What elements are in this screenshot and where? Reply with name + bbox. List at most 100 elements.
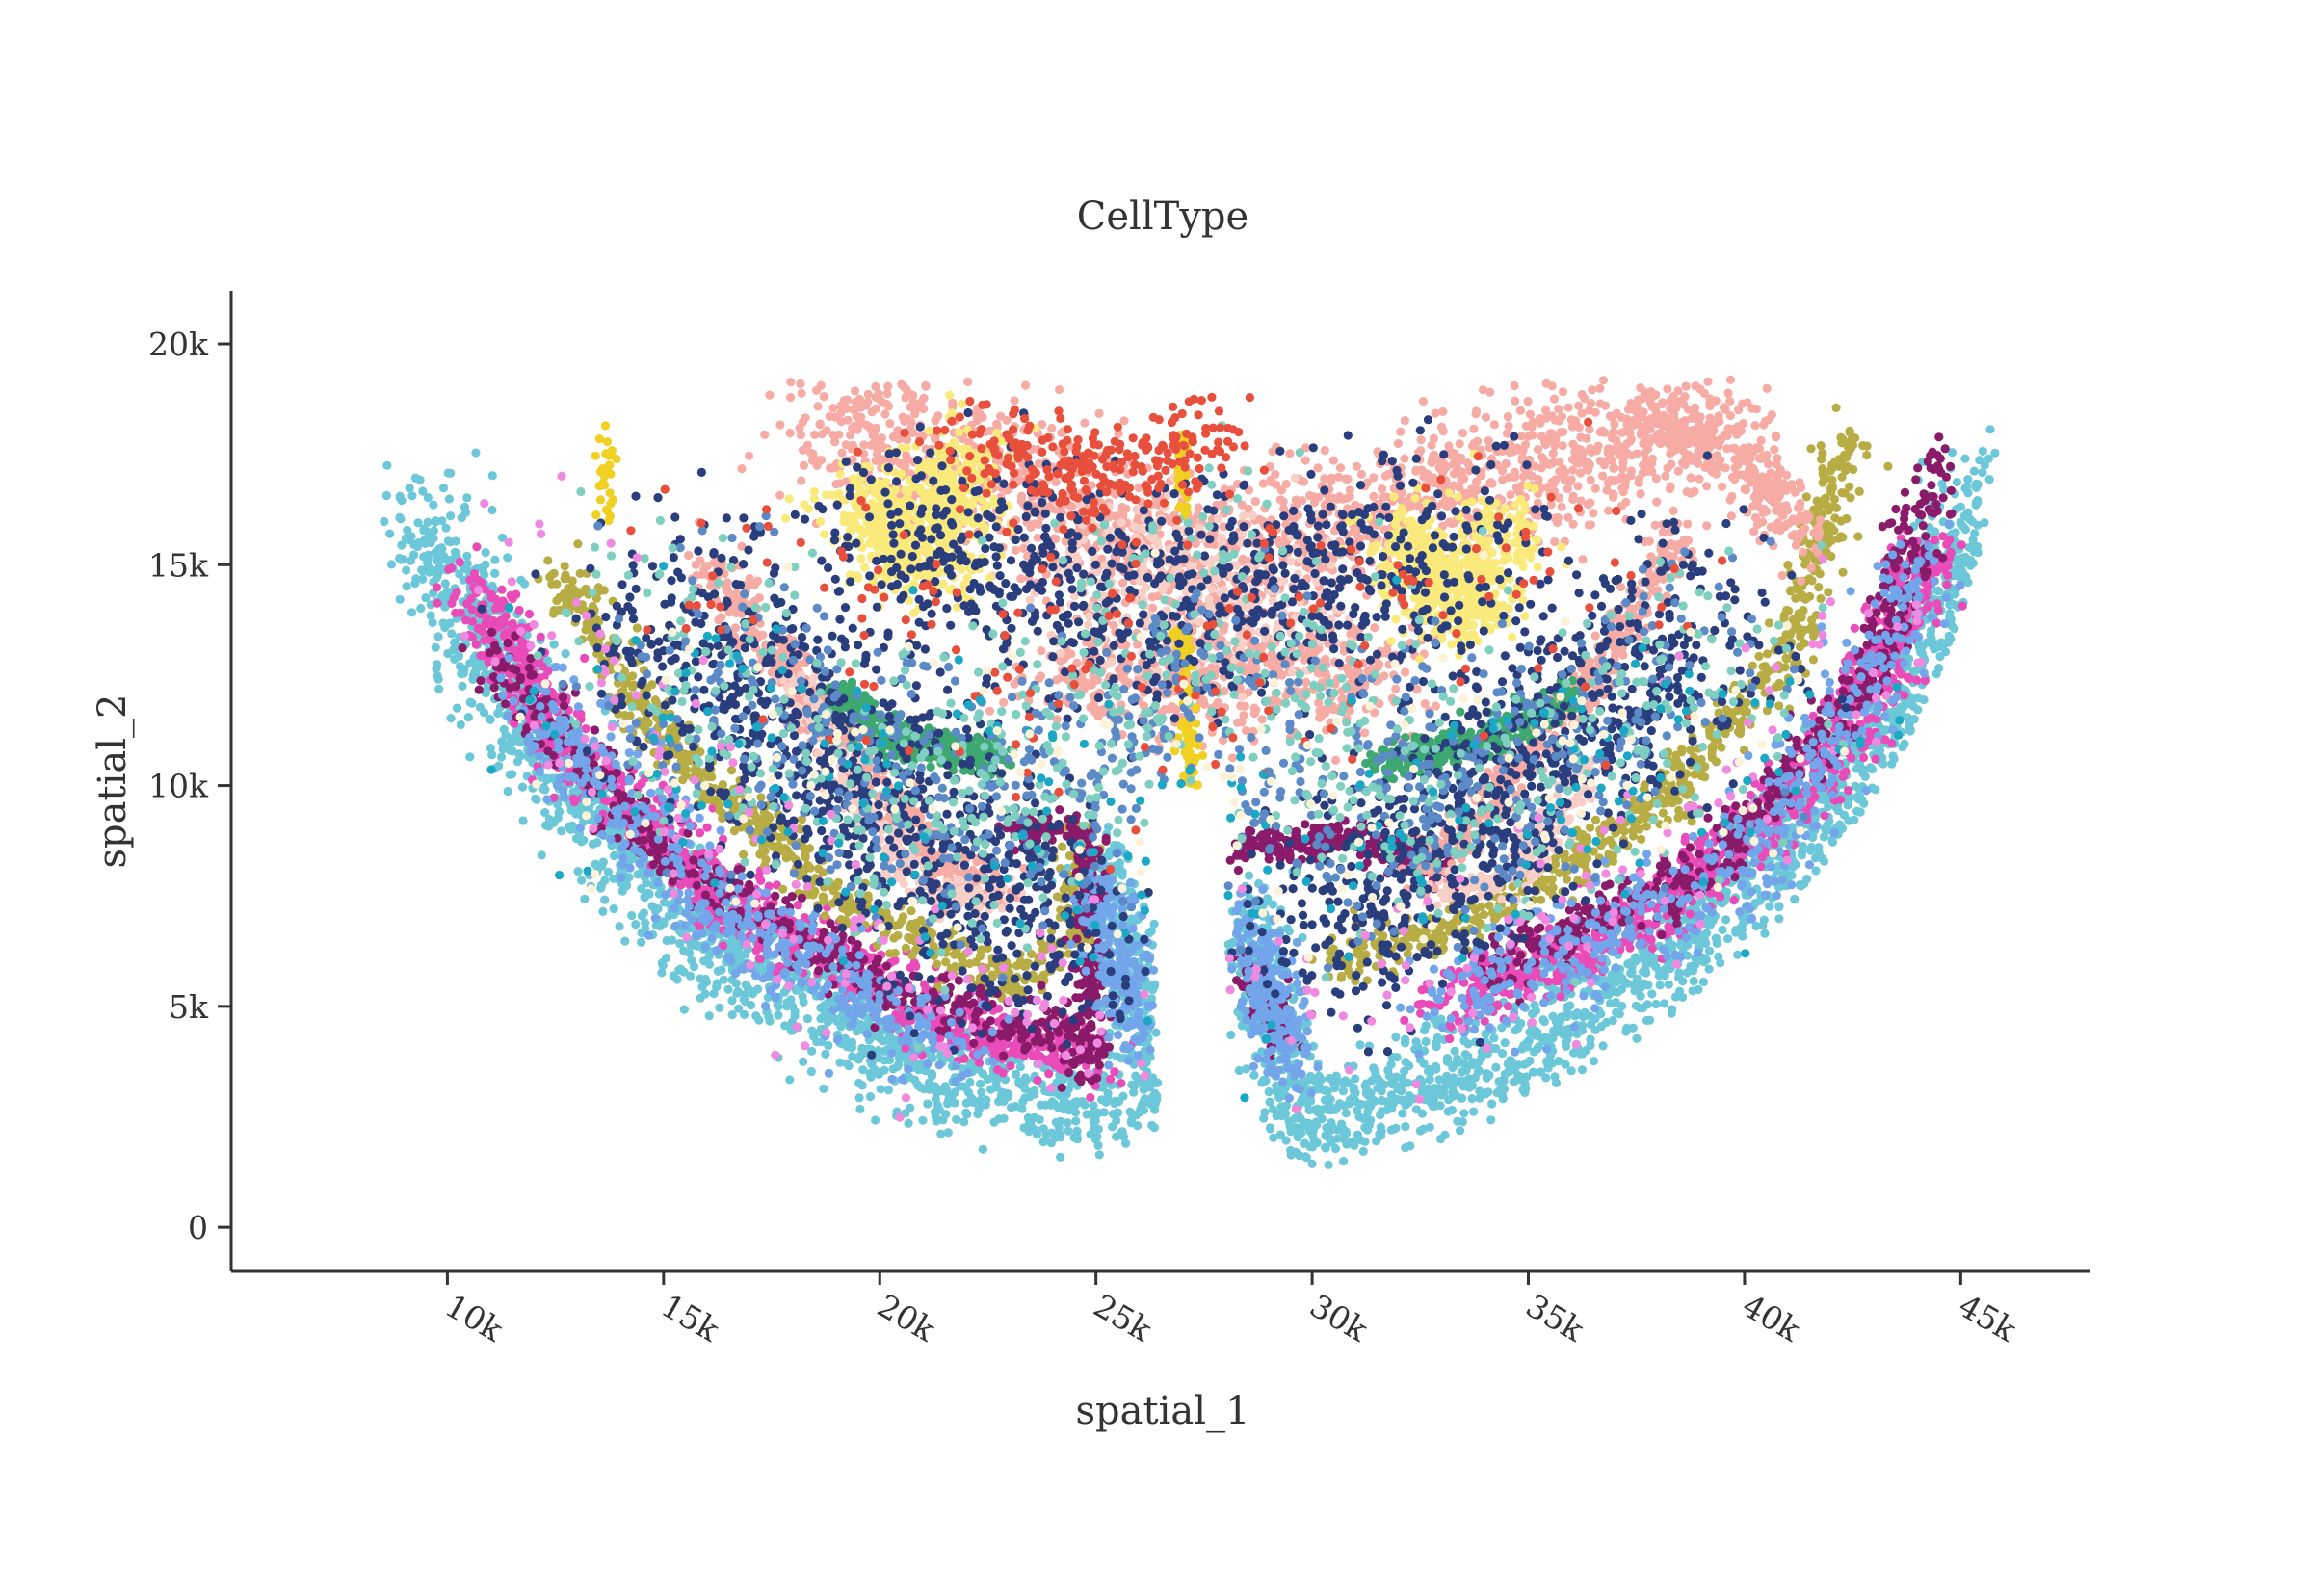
cell-point (1310, 1105, 1320, 1114)
cell-point (508, 618, 517, 629)
cell-point (1660, 999, 1669, 1008)
cell-point (1729, 896, 1739, 905)
cell-point (780, 1021, 790, 1031)
cell-point (727, 1010, 737, 1020)
cell-point (382, 460, 392, 470)
cell-point (438, 484, 449, 493)
cell-point (1320, 1095, 1330, 1105)
cell-point (474, 623, 484, 633)
cell-point (1555, 1017, 1564, 1027)
cell-point (1711, 933, 1721, 943)
cell-point (1344, 1079, 1353, 1088)
cell-point (1718, 925, 1727, 935)
cell-point (1467, 1060, 1477, 1070)
cell-point (1030, 1086, 1039, 1096)
cell-point (1486, 1115, 1496, 1125)
cell-point (1970, 529, 1980, 538)
cell-point (455, 557, 464, 567)
cell-point (402, 565, 411, 575)
cell-point (446, 556, 456, 565)
cell-point (1647, 989, 1657, 999)
cell-point (1277, 1112, 1287, 1121)
cell-point (1852, 764, 1861, 773)
cell-point (1401, 1034, 1410, 1044)
cell-point (467, 633, 478, 642)
cell-point (456, 720, 465, 730)
cell-point (1985, 425, 1995, 434)
cell-point (904, 1118, 913, 1128)
cell-point (443, 468, 453, 478)
cell-point (1284, 927, 1294, 936)
cell-point (577, 876, 587, 885)
cell-point (524, 609, 535, 619)
cell-point (544, 822, 554, 831)
cell-point (1328, 1078, 1338, 1087)
cell-point (1577, 1065, 1587, 1075)
cell-point (727, 940, 738, 951)
cell-point (1984, 475, 1994, 484)
cell-point (637, 937, 646, 947)
cell-point (503, 553, 512, 563)
cell-point (925, 1085, 934, 1094)
cell-point (1487, 1099, 1497, 1109)
cell-point (1296, 1114, 1305, 1124)
cell-point (1589, 1057, 1599, 1066)
cell-point (431, 642, 440, 652)
cell-point (1400, 1066, 1409, 1076)
cell-point (1072, 1135, 1083, 1144)
cell-point (787, 1002, 798, 1011)
cell-point (480, 636, 489, 645)
cell-point (1528, 1008, 1537, 1019)
cell-point (1103, 1093, 1113, 1103)
cell-point (1305, 1142, 1315, 1152)
cell-point (1866, 763, 1876, 772)
cell-point (1820, 811, 1829, 821)
cell-point (1639, 1003, 1648, 1013)
cell-point (1586, 1034, 1595, 1044)
cell-point (1384, 1071, 1394, 1081)
cell-point (1896, 702, 1905, 712)
cell-point (986, 1085, 996, 1094)
cell-point (821, 1049, 830, 1059)
cell-point (434, 563, 444, 572)
cell-point (1598, 1041, 1608, 1051)
cell-point (1797, 850, 1806, 860)
cell-point (1106, 1074, 1116, 1084)
cell-point (1872, 715, 1881, 724)
cell-point (1495, 1086, 1505, 1095)
cell-point (600, 895, 610, 904)
cell-point (934, 1105, 945, 1114)
cell-point (696, 974, 705, 983)
cell-point (695, 828, 705, 838)
cell-point (1117, 1079, 1126, 1088)
cell-point (679, 1005, 689, 1014)
cell-point (823, 1017, 833, 1027)
cell-point (486, 744, 495, 753)
cell-point (1664, 980, 1673, 989)
cell-point (1127, 1080, 1137, 1089)
cell-point (447, 598, 457, 608)
cell-point (455, 569, 464, 579)
cell-point (1645, 1015, 1655, 1025)
cell-point (1563, 1034, 1572, 1045)
cell-point (876, 1085, 885, 1094)
cell-point (609, 850, 619, 861)
cell-point (712, 981, 722, 991)
cell-point (402, 582, 411, 591)
cell-point (1850, 623, 1859, 633)
cell-point (854, 1093, 864, 1103)
cell-point (395, 493, 405, 503)
cell-point (1094, 1150, 1104, 1160)
cell-point (1969, 466, 1979, 476)
cell-point (1927, 634, 1936, 643)
cell-point (499, 724, 509, 734)
cell-point (1971, 498, 1981, 508)
cell-point (717, 965, 726, 975)
cell-point (1317, 1075, 1327, 1085)
cell-point (1469, 1107, 1479, 1116)
cell-point (580, 894, 590, 903)
cell-point (1839, 810, 1849, 820)
cell-point (479, 708, 489, 718)
cell-point (465, 575, 475, 585)
cell-point (1286, 1150, 1296, 1160)
